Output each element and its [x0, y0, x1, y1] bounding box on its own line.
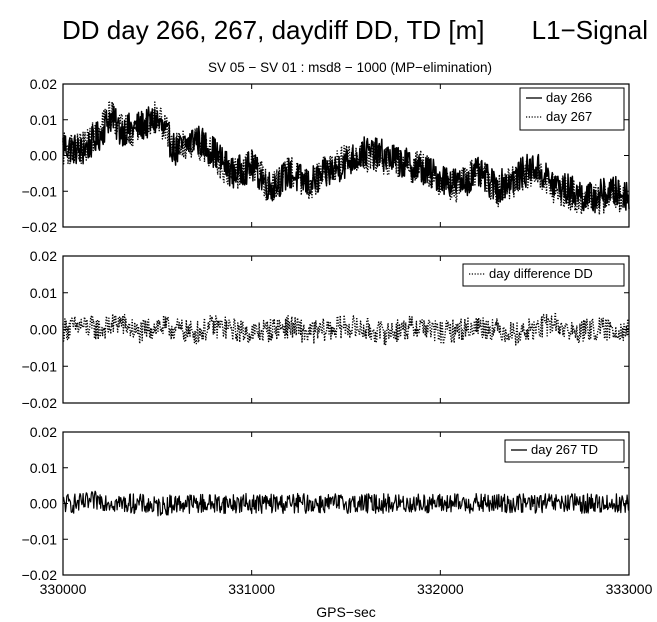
- x-axis-label: GPS−sec: [316, 604, 376, 620]
- y-tick-label: 0.01: [30, 285, 57, 301]
- panel-2: 0.02 0.01 0.00 −0.01 −0.02 day difference DD: [22, 248, 630, 411]
- y-tick-label: 0.01: [30, 460, 57, 476]
- panel-3: 0.02 0.01 0.00 −0.01 −0.02 day 267 TD: [22, 424, 630, 583]
- y-tick-label: 0.02: [30, 248, 57, 264]
- y-tick-label: −0.02: [22, 395, 58, 411]
- series-line-day-difference-dd: [62, 311, 630, 346]
- legend-label: day 266: [546, 90, 592, 105]
- y-tick-label: 0.02: [30, 424, 57, 440]
- legend: day difference DD: [462, 263, 625, 287]
- y-tick-label: −0.02: [22, 219, 58, 235]
- y-tick-label: −0.02: [22, 567, 58, 583]
- legend-label: day 267: [546, 109, 592, 124]
- x-tick-label: 332000: [417, 581, 464, 597]
- x-tick-label: 333000: [606, 581, 653, 597]
- legend-label: day difference DD: [489, 266, 593, 281]
- series-line-day-267: [62, 100, 630, 216]
- y-tick-label: 0.01: [30, 112, 57, 128]
- figure-title-left: DD day 266, 267, daydiff DD, TD [m]: [62, 15, 484, 45]
- plot-frame: [62, 431, 630, 576]
- y-tick-label: 0.00: [30, 148, 57, 164]
- figure-subtitle: SV 05 − SV 01 : msd8 − 1000 (MP−eliminat…: [208, 60, 492, 75]
- y-tick-label: −0.01: [22, 358, 58, 374]
- y-tick-label: 0.02: [30, 76, 57, 92]
- legend-label: day 267 TD: [531, 442, 598, 457]
- y-tick-label: 0.00: [30, 322, 57, 338]
- legend-box: [519, 87, 625, 131]
- figure-title-right: L1−Signal: [532, 15, 648, 45]
- y-tick-label: 0.00: [30, 496, 57, 512]
- series-line-day-267-td: [62, 490, 630, 517]
- y-tick-label: −0.01: [22, 183, 58, 199]
- plot-frame: [62, 83, 630, 228]
- x-tick-labels: 330000 331000 332000 333000: [40, 581, 653, 597]
- x-tick-label: 331000: [228, 581, 275, 597]
- y-tick-label: −0.01: [22, 531, 58, 547]
- plot-frame: [62, 255, 630, 404]
- panel-1: 0.02 0.01 0.00 −0.01 −0.02 day 266 day 267: [22, 76, 630, 235]
- legend-box: [462, 263, 625, 287]
- legend: day 266 day 267: [519, 87, 625, 131]
- legend: day 267 TD: [504, 439, 625, 463]
- x-tick-label: 330000: [40, 581, 87, 597]
- legend-box: [504, 439, 625, 463]
